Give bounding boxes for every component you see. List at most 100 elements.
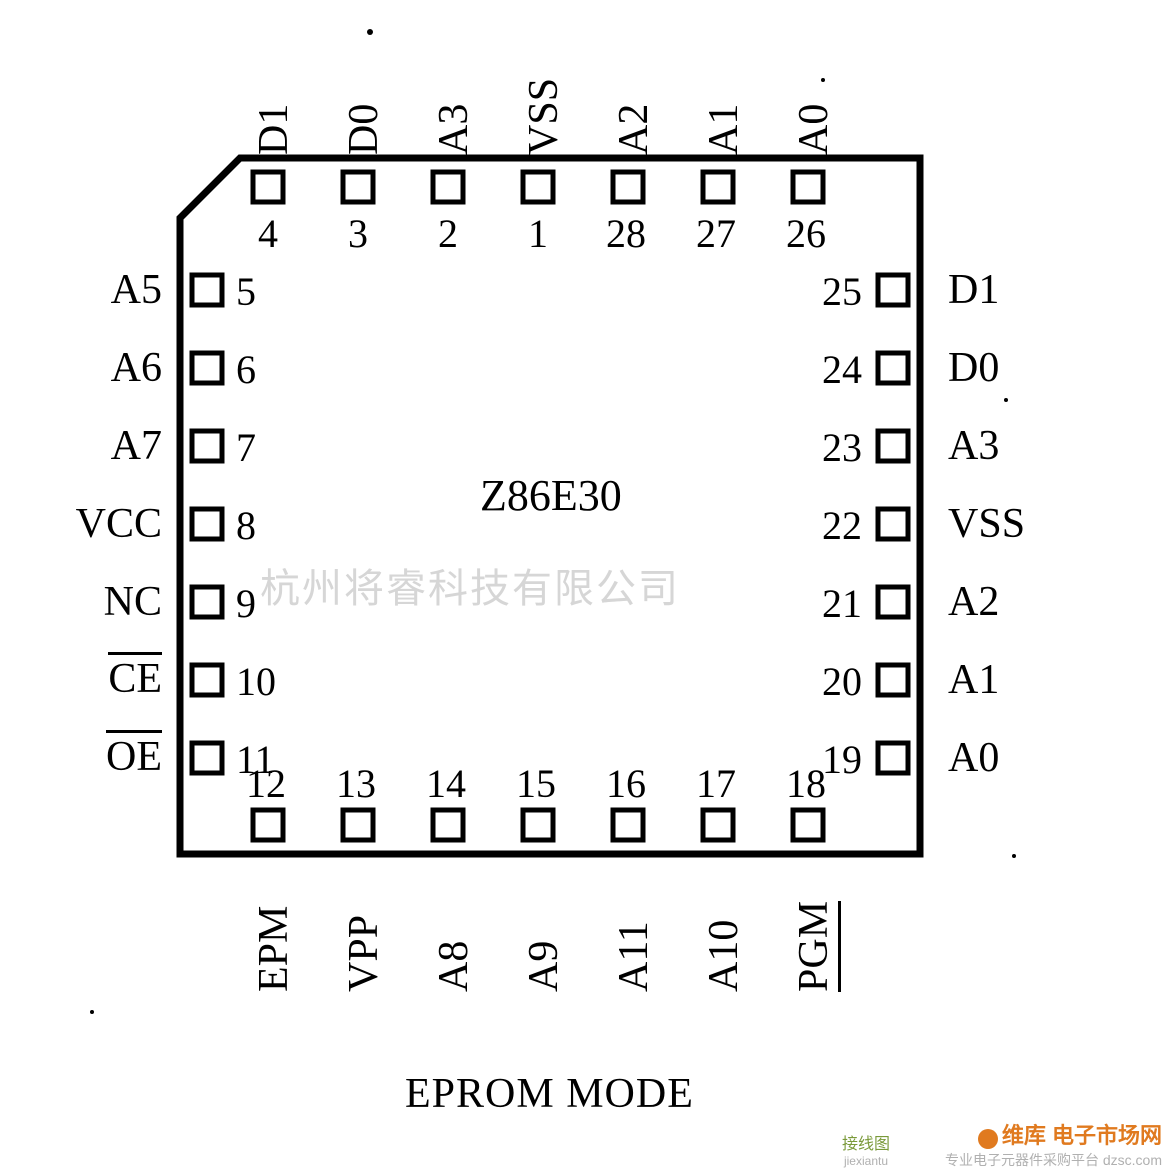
pin-number: 19 <box>822 736 862 783</box>
pin-label-bottom: PGM <box>790 872 841 992</box>
pin-number: 9 <box>236 580 256 627</box>
pin-number: 10 <box>236 658 276 705</box>
dot-artifact <box>1004 398 1008 402</box>
pin-label-left: CE <box>108 652 162 703</box>
watermark-line2: 专业电子元器件采购平台 dzsc.com <box>945 1150 1162 1170</box>
pin-label-bottom: VPP <box>340 872 388 992</box>
watermark-extra-cn: 接线图 <box>842 1130 890 1154</box>
pin-label-bottom: EPM <box>250 872 298 992</box>
pin-number: 14 <box>426 760 466 807</box>
pad-top-27 <box>703 172 733 202</box>
pin-label-bottom: A9 <box>520 872 568 992</box>
pin-label-right: A3 <box>948 422 999 470</box>
pad-top-4 <box>253 172 283 202</box>
pin-label-top: D1 <box>250 60 298 155</box>
pad-left-5 <box>192 275 222 305</box>
pin-label-right: A1 <box>948 656 999 704</box>
pin-label-overline: OE <box>106 730 162 778</box>
dot-artifact <box>90 1010 94 1014</box>
watermark-site: 维库 电子市场网 专业电子元器件采购平台 dzsc.com <box>945 1118 1162 1170</box>
pad-bot-13 <box>343 810 373 840</box>
pad-top-28 <box>613 172 643 202</box>
pin-number: 21 <box>822 580 862 627</box>
watermark-extra: 接线图 jiexiantu <box>842 1130 890 1168</box>
pin-number: 16 <box>606 760 646 807</box>
pad-right-25 <box>878 275 908 305</box>
watermark-extra-en: jiexiantu <box>842 1154 890 1168</box>
pad-top-3 <box>343 172 373 202</box>
pin-number: 22 <box>822 502 862 549</box>
pad-top-2 <box>433 172 463 202</box>
pin-label-top: D0 <box>340 60 388 155</box>
pin-label-left: NC <box>104 578 162 626</box>
pin-label-right: VSS <box>948 500 1025 548</box>
pad-left-6 <box>192 353 222 383</box>
pin-label-left: A7 <box>111 422 162 470</box>
pin-label-left: VCC <box>76 500 162 548</box>
pin-number: 1 <box>528 210 548 257</box>
dot-artifact <box>1012 854 1016 858</box>
pin-label-bottom: A8 <box>430 872 478 992</box>
pad-right-21 <box>878 587 908 617</box>
pad-bot-16 <box>613 810 643 840</box>
pin-label-right: D0 <box>948 344 999 392</box>
chip-name: Z86E30 <box>480 470 622 521</box>
pin-label-right: A0 <box>948 734 999 782</box>
pad-bot-18 <box>793 810 823 840</box>
pin-number: 3 <box>348 210 368 257</box>
pin-label-left: A5 <box>111 266 162 314</box>
pin-number: 2 <box>438 210 458 257</box>
pad-top-26 <box>793 172 823 202</box>
pin-number: 17 <box>696 760 736 807</box>
pad-left-11 <box>192 743 222 773</box>
diagram-stage: Z86E30 杭州将睿科技有限公司 4 3 2 1 28 27 26 D1 D0… <box>0 0 1170 1176</box>
pad-bot-14 <box>433 810 463 840</box>
pin-label-left: OE <box>106 730 162 781</box>
pad-bot-12 <box>253 810 283 840</box>
pad-left-9 <box>192 587 222 617</box>
pin-number: 8 <box>236 502 256 549</box>
pin-number: 7 <box>236 424 256 471</box>
watermark-cn: 杭州将睿科技有限公司 <box>260 556 680 614</box>
pad-left-8 <box>192 509 222 539</box>
pin-label-right: D1 <box>948 266 999 314</box>
pin-number: 18 <box>786 760 826 807</box>
pad-top-1 <box>523 172 553 202</box>
watermark-logo-icon <box>978 1129 998 1149</box>
pad-right-20 <box>878 665 908 695</box>
pin-label-bottom: A10 <box>700 872 748 992</box>
pad-bot-17 <box>703 810 733 840</box>
pin-label-bottom: A11 <box>610 872 658 992</box>
pin-label-top: VSS <box>520 40 568 155</box>
pad-right-19 <box>878 743 908 773</box>
pin-number: 27 <box>696 210 736 257</box>
pin-number: 28 <box>606 210 646 257</box>
pin-label-left: A6 <box>111 344 162 392</box>
mode-label: EPROM MODE <box>405 1070 694 1118</box>
pin-label-top: A3 <box>430 60 478 155</box>
pin-number: 11 <box>236 736 275 783</box>
pad-left-7 <box>192 431 222 461</box>
pin-label-top: A0 <box>790 60 838 155</box>
pin-label-top: A1 <box>700 60 748 155</box>
pad-left-10 <box>192 665 222 695</box>
dot-artifact <box>367 29 373 35</box>
pin-number: 4 <box>258 210 278 257</box>
pad-bot-15 <box>523 810 553 840</box>
pin-number: 5 <box>236 268 256 315</box>
pin-number: 26 <box>786 210 826 257</box>
pin-number: 24 <box>822 346 862 393</box>
pin-number: 15 <box>516 760 556 807</box>
pin-label-right: A2 <box>948 578 999 626</box>
pin-number: 25 <box>822 268 862 315</box>
pin-label-overline: CE <box>108 652 162 700</box>
pin-number: 6 <box>236 346 256 393</box>
pad-right-22 <box>878 509 908 539</box>
pin-label-overline: PGM <box>793 901 841 992</box>
pad-right-23 <box>878 431 908 461</box>
pad-right-24 <box>878 353 908 383</box>
pin-number: 23 <box>822 424 862 471</box>
pin-number: 20 <box>822 658 862 705</box>
watermark-line1: 维库 电子市场网 <box>1002 1123 1162 1148</box>
pin-number: 13 <box>336 760 376 807</box>
